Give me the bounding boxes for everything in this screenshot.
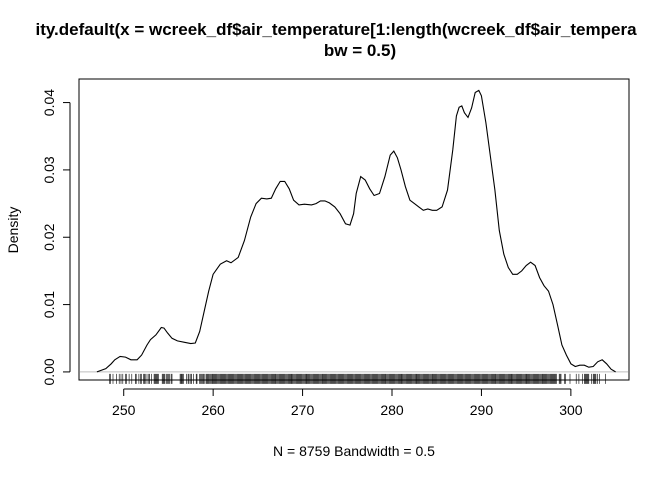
x-tick-label: 300	[559, 402, 583, 418]
y-axis-label: Density	[5, 207, 21, 254]
density-curve	[96, 89, 616, 373]
x-tick-label: 280	[380, 402, 404, 418]
x-tick-label: 260	[201, 402, 225, 418]
x-tick-label: 270	[291, 402, 315, 418]
rug-ticks	[109, 373, 607, 384]
plot-frame	[78, 78, 630, 381]
y-tick-label: 0.02	[41, 223, 57, 250]
plot-title-line-1: ity.default(x = wcreek_df$air_temperatur…	[35, 20, 637, 39]
y-tick-label: 0.04	[41, 89, 57, 116]
plot-title-line-2: bw = 0.5)	[324, 41, 396, 60]
y-tick-label: 0.03	[41, 156, 57, 183]
x-tick-label: 250	[112, 402, 136, 418]
y-tick-label: 0.00	[41, 358, 57, 385]
x-tick-label: 290	[470, 402, 494, 418]
y-axis: 0.00 0.01 0.02 0.03 0.04	[41, 89, 71, 386]
x-axis-label: N = 8759 Bandwidth = 0.5	[273, 443, 435, 459]
y-tick-label: 0.01	[41, 291, 57, 318]
x-axis: 250 260 270 280 290 300	[112, 388, 583, 418]
